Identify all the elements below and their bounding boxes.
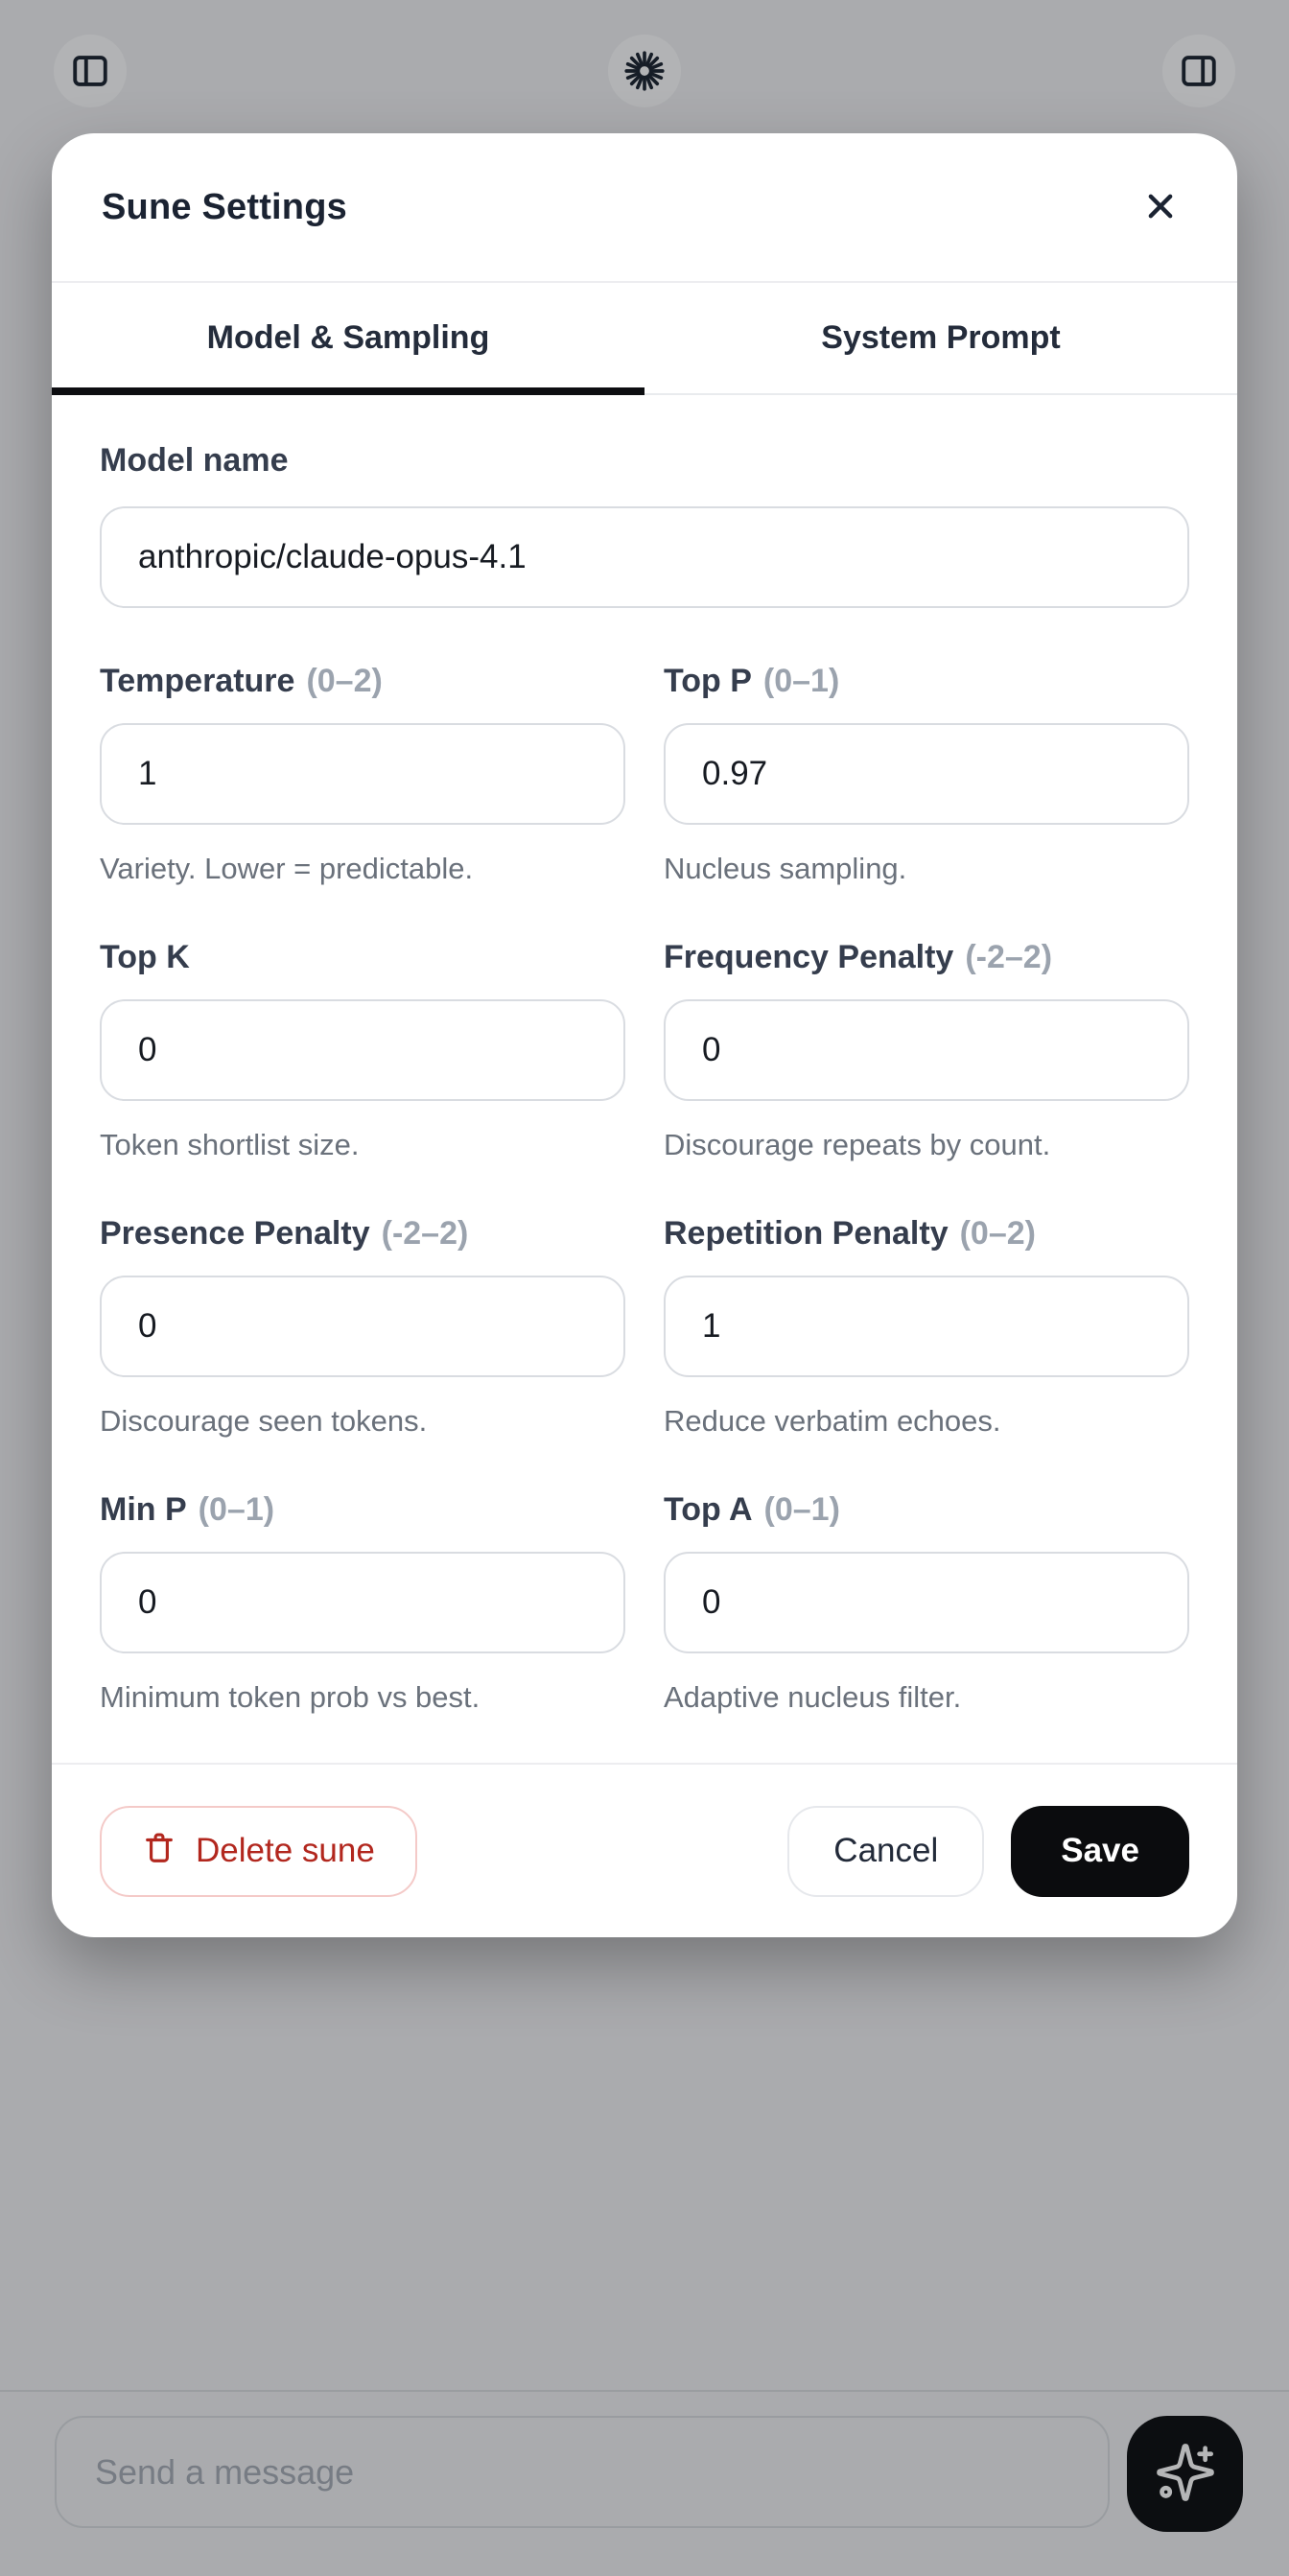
field-top-k: Top K Token shortlist size. — [100, 938, 625, 1162]
field-label: Top K — [100, 938, 625, 976]
field-label-text: Min P — [100, 1491, 187, 1528]
field-helper: Reduce verbatim echoes. — [664, 1404, 1001, 1438]
field-label: Top A (0–1) — [664, 1490, 1189, 1529]
tab-system-prompt[interactable]: System Prompt — [644, 283, 1237, 393]
top-p-input[interactable] — [664, 723, 1189, 825]
field-label-text: Temperature — [100, 663, 295, 699]
field-range: (0–2) — [306, 663, 383, 699]
field-top-a: Top A (0–1) Adaptive nucleus filter. — [664, 1490, 1189, 1715]
tab-model-sampling[interactable]: Model & Sampling — [52, 283, 644, 395]
field-label-text: Repetition Penalty — [664, 1215, 949, 1252]
field-label: Frequency Penalty (-2–2) — [664, 938, 1189, 976]
field-label: Top P (0–1) — [664, 662, 1189, 700]
model-name-input[interactable] — [100, 506, 1189, 608]
field-label: Min P (0–1) — [100, 1490, 625, 1529]
field-helper: Adaptive nucleus filter. — [664, 1680, 962, 1714]
field-min-p: Min P (0–1) Minimum token prob vs best. — [100, 1490, 625, 1715]
field-label-text: Presence Penalty — [100, 1215, 370, 1252]
field-range: (-2–2) — [965, 939, 1053, 975]
close-icon — [1140, 186, 1181, 229]
field-range: (0–1) — [198, 1491, 275, 1528]
sune-settings-modal: Sune Settings Model & Sampling System Pr… — [52, 133, 1237, 1937]
field-temperature: Temperature (0–2) Variety. Lower = predic… — [100, 662, 625, 886]
message-composer — [0, 2390, 1289, 2576]
delete-sune-button[interactable]: Delete sune — [100, 1805, 417, 1897]
field-helper: Nucleus sampling. — [664, 852, 907, 885]
active-tab-indicator — [52, 387, 644, 395]
top-k-input[interactable] — [100, 999, 625, 1101]
top-bar — [0, 0, 1289, 142]
starburst-icon — [622, 49, 667, 93]
trash-icon — [142, 1830, 176, 1873]
field-range: (-2–2) — [381, 1215, 469, 1252]
send-button[interactable] — [1127, 2416, 1243, 2532]
field-label-text: Top P — [664, 663, 752, 699]
field-helper: Discourage repeats by count. — [664, 1128, 1051, 1161]
repetition-penalty-input[interactable] — [664, 1276, 1189, 1377]
message-input[interactable] — [55, 2416, 1110, 2528]
field-top-p: Top P (0–1) Nucleus sampling. — [664, 662, 1189, 886]
field-range: (0–2) — [959, 1215, 1036, 1252]
save-button-label: Save — [1061, 1832, 1139, 1869]
sidebar-toggle-button[interactable] — [54, 35, 127, 107]
right-panel-toggle-button[interactable] — [1162, 35, 1235, 107]
field-helper: Minimum token prob vs best. — [100, 1680, 480, 1714]
field-label-text: Frequency Penalty — [664, 939, 954, 975]
delete-button-label: Delete sune — [196, 1832, 375, 1869]
field-label-text: Top A — [664, 1491, 753, 1528]
model-name-label: Model name — [100, 441, 1189, 480]
field-helper: Discourage seen tokens. — [100, 1404, 428, 1438]
close-button[interactable] — [1134, 180, 1187, 234]
sparkles-icon — [1154, 2441, 1217, 2507]
field-repetition-penalty: Repetition Penalty (0–2) Reduce verbatim … — [664, 1214, 1189, 1439]
modal-title: Sune Settings — [102, 186, 347, 227]
frequency-penalty-input[interactable] — [664, 999, 1189, 1101]
tab-label: System Prompt — [821, 319, 1061, 356]
cancel-button-label: Cancel — [833, 1832, 939, 1869]
field-range: (0–1) — [762, 663, 840, 699]
top-a-input[interactable] — [664, 1552, 1189, 1653]
field-label-text: Top K — [100, 939, 190, 975]
min-p-input[interactable] — [100, 1552, 625, 1653]
sune-avatar-button[interactable] — [608, 35, 681, 107]
field-label: Presence Penalty (-2–2) — [100, 1214, 625, 1253]
field-presence-penalty: Presence Penalty (-2–2) Discourage seen t… — [100, 1214, 625, 1439]
modal-header: Sune Settings — [52, 133, 1237, 283]
modal-body: Model name Temperature (0–2) Variety. Low… — [52, 395, 1237, 1763]
panel-right-icon — [1178, 50, 1220, 92]
field-range: (0–1) — [763, 1491, 840, 1528]
field-frequency-penalty: Frequency Penalty (-2–2) Discourage repea… — [664, 938, 1189, 1162]
field-label: Temperature (0–2) — [100, 662, 625, 700]
modal-footer: Delete sune Cancel Save — [52, 1763, 1237, 1937]
presence-penalty-input[interactable] — [100, 1276, 625, 1377]
save-button[interactable]: Save — [1011, 1805, 1189, 1897]
field-label-text: Model name — [100, 442, 289, 479]
settings-tabs: Model & Sampling System Prompt — [52, 283, 1237, 395]
temperature-input[interactable] — [100, 723, 625, 825]
panel-left-icon — [69, 50, 111, 92]
field-helper: Variety. Lower = predictable. — [100, 852, 474, 885]
cancel-button[interactable]: Cancel — [787, 1805, 985, 1897]
field-label: Repetition Penalty (0–2) — [664, 1214, 1189, 1253]
field-helper: Token shortlist size. — [100, 1128, 360, 1161]
sampling-fields-grid: Temperature (0–2) Variety. Lower = predic… — [100, 662, 1189, 1715]
tab-label: Model & Sampling — [206, 319, 490, 356]
